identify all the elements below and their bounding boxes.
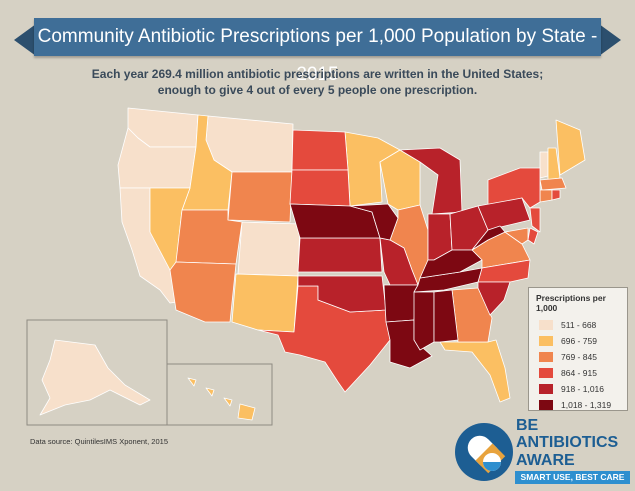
- state-fl: [439, 339, 511, 403]
- pill-logo-icon: [455, 423, 513, 481]
- state-nj: [529, 207, 541, 233]
- page-title: Community Antibiotic Prescriptions per 1…: [34, 18, 601, 85]
- legend-item: 864 - 915: [529, 365, 627, 381]
- legend-swatch: [539, 336, 553, 346]
- state-ky: [419, 249, 483, 279]
- banner-ribbon-left: [14, 24, 36, 56]
- legend-swatch: [539, 400, 553, 410]
- legend-item: 769 - 845: [529, 349, 627, 365]
- logo-line-1: BE: [516, 417, 539, 434]
- state-de: [527, 227, 539, 245]
- legend: Prescriptions per 1,000 511 - 668 696 - …: [528, 287, 628, 411]
- state-hi: [187, 377, 256, 421]
- state-al: [433, 289, 459, 343]
- legend-swatch: [539, 352, 553, 362]
- subtitle-line-1: Each year 269.4 million antibiotic presc…: [91, 67, 544, 81]
- state-sc: [477, 281, 511, 316]
- state-wv: [471, 225, 506, 251]
- state-ma: [539, 177, 567, 191]
- legend-item: 511 - 668: [529, 317, 627, 333]
- state-pa: [477, 197, 531, 231]
- logo-line-2: ANTIBIOTICS: [516, 434, 619, 451]
- state-ms: [413, 291, 435, 351]
- state-mi: [399, 147, 463, 215]
- state-ks: [297, 237, 383, 273]
- subtitle: Each year 269.4 million antibiotic presc…: [60, 66, 575, 98]
- state-id: [181, 114, 233, 211]
- state-nm: [231, 273, 299, 333]
- state-me: [555, 119, 586, 176]
- state-ar: [383, 284, 419, 323]
- state-ak: [39, 339, 151, 416]
- state-wy: [227, 171, 293, 223]
- subtitle-line-2: enough to give 4 out of every 5 people o…: [157, 83, 478, 97]
- state-ct: [539, 189, 553, 203]
- state-nd: [291, 129, 349, 171]
- legend-label: 918 - 1,016: [561, 384, 605, 394]
- be-antibiotics-aware-logo: BE ANTIBIOTICS AWARE SMART USE, BEST CAR…: [452, 418, 632, 488]
- state-az: [169, 261, 237, 323]
- legend-title: Prescriptions per 1,000: [536, 293, 606, 313]
- legend-item: 918 - 1,016: [529, 381, 627, 397]
- legend-label: 696 - 759: [561, 336, 597, 346]
- data-source-note: Data source: QuintilesIMS Xponent, 2015: [30, 437, 168, 446]
- legend-swatch: [539, 320, 553, 330]
- state-ri: [551, 189, 561, 201]
- state-wi: [379, 149, 421, 211]
- legend-swatch: [539, 368, 553, 378]
- legend-item: 1,018 - 1,319: [529, 397, 627, 413]
- state-sd: [289, 169, 351, 207]
- state-ia: [349, 203, 399, 241]
- state-co: [237, 221, 301, 277]
- banner-ribbon-right: [599, 24, 621, 56]
- state-mo: [379, 237, 419, 286]
- legend-label: 769 - 845: [561, 352, 597, 362]
- logo-line-3: AWARE: [516, 452, 575, 469]
- state-vt: [539, 151, 549, 179]
- legend-swatch: [539, 384, 553, 394]
- legend-label: 864 - 915: [561, 368, 597, 378]
- logo-tagline: SMART USE, BEST CARE: [515, 471, 630, 484]
- hawaii-inset-frame: [166, 363, 273, 426]
- legend-label: 1,018 - 1,319: [561, 400, 612, 410]
- title-banner: Community Antibiotic Prescriptions per 1…: [0, 14, 635, 85]
- state-ok: [297, 275, 387, 313]
- legend-item: 696 - 759: [529, 333, 627, 349]
- legend-label: 511 - 668: [561, 320, 597, 330]
